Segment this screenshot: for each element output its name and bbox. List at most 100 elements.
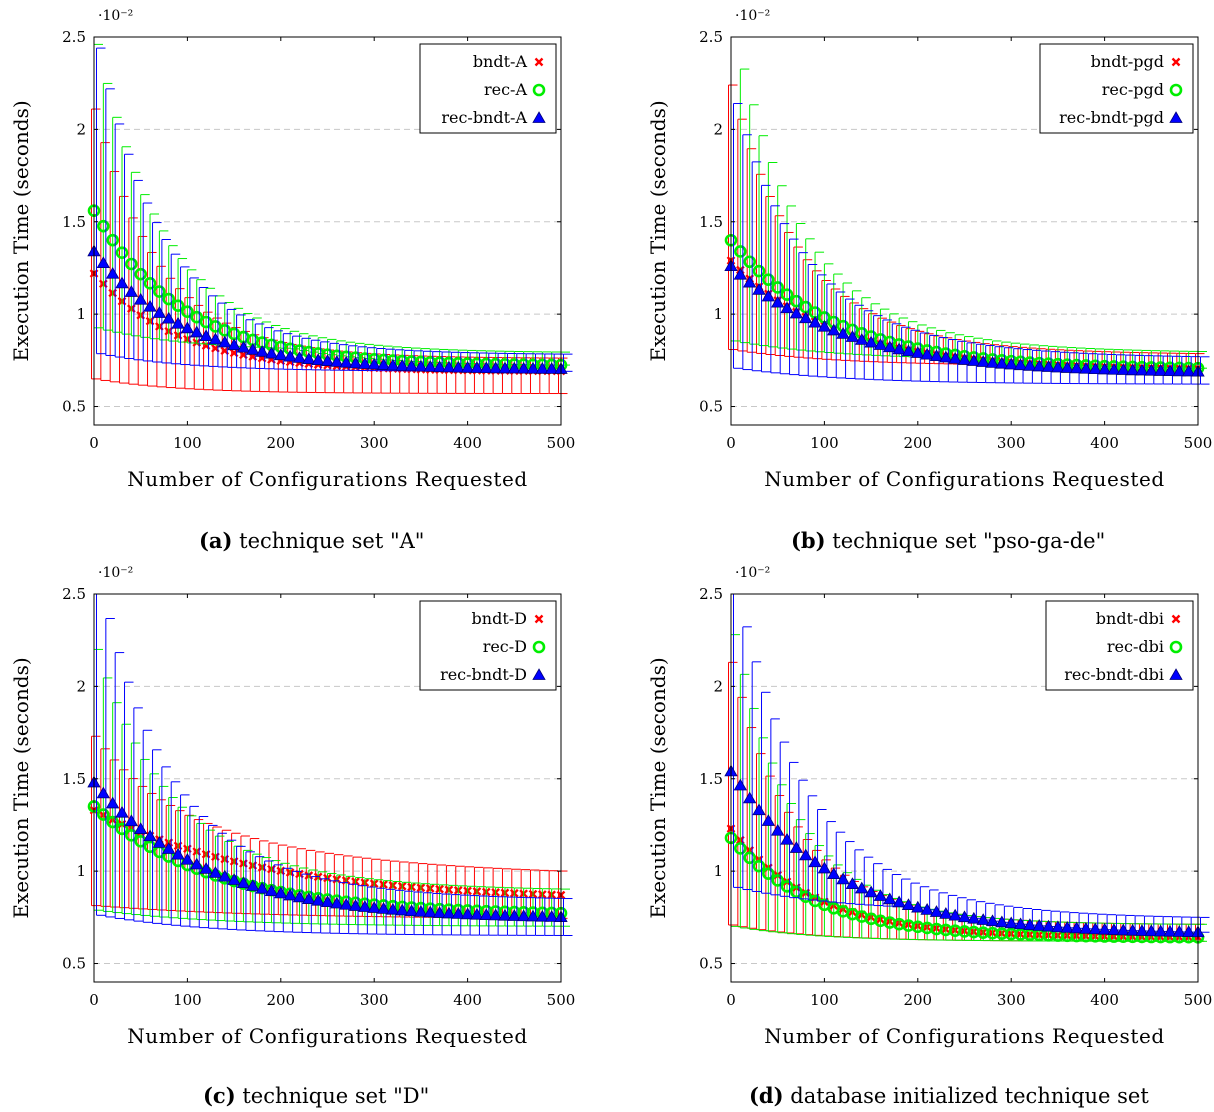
data-point-triangle: [1088, 362, 1102, 375]
data-point-triangle: [1135, 924, 1149, 936]
legend-box: [1039, 43, 1194, 134]
data-point-triangle: [162, 842, 176, 854]
data-point-circle: [171, 299, 185, 312]
data-point-triangle: [507, 909, 521, 921]
data-point-triangle: [218, 335, 232, 348]
data-point-triangle: [1069, 921, 1084, 934]
data-point-triangle: [348, 356, 363, 369]
data-point-circle: [134, 267, 147, 281]
data-point-triangle: [948, 908, 962, 921]
x-tick-label: 300: [997, 434, 1026, 452]
legend-marker-x: [534, 614, 544, 624]
data-point-triangle: [855, 881, 869, 894]
data-point-triangle: [264, 884, 279, 897]
caption-b: (b) technique set "pso-ga-de": [791, 528, 1106, 553]
data-point-circle: [752, 859, 766, 873]
x-axis-label: Number of Configurations Requested: [764, 467, 1165, 491]
legend-label: rec-bndt-A: [441, 108, 527, 127]
x-tick-label: 100: [173, 434, 202, 452]
legend-label: rec-dbi: [1107, 637, 1164, 656]
data-point-triangle: [516, 361, 531, 374]
legend-marker-triangle: [1169, 668, 1183, 680]
x-tick-label: 0: [726, 434, 736, 452]
data-point-triangle: [827, 867, 841, 880]
data-point-circle: [743, 255, 756, 269]
data-point-triangle: [1079, 922, 1093, 934]
x-tick-label: 500: [1184, 434, 1213, 452]
data-point-triangle: [948, 351, 962, 364]
y-axis-label: Execution Time (seconds): [646, 657, 670, 918]
data-point-triangle: [432, 906, 447, 918]
data-point-circle: [125, 257, 138, 271]
data-point-triangle: [320, 354, 335, 366]
data-point-triangle: [1060, 361, 1074, 373]
data-point-triangle: [414, 904, 428, 917]
data-point-triangle: [302, 892, 316, 904]
data-point-triangle: [1144, 924, 1158, 937]
x-tick-label: 400: [1090, 434, 1119, 452]
plot-frame: [730, 36, 1199, 426]
legend-label: rec-bndt-D: [440, 665, 527, 684]
data-point-triangle: [460, 907, 475, 920]
data-point-triangle: [414, 359, 428, 372]
data-point-triangle: [1051, 920, 1065, 933]
data-point-triangle: [171, 316, 185, 329]
data-point-triangle: [1163, 924, 1177, 937]
data-point-circle: [97, 219, 110, 233]
legend-marker-x: [534, 57, 544, 67]
data-point-circle: [106, 233, 119, 247]
data-point-triangle: [1097, 922, 1112, 935]
data-point-triangle: [1051, 360, 1065, 373]
data-point-triangle: [171, 847, 185, 860]
legend-label: rec-D: [483, 637, 527, 656]
data-point-triangle: [985, 356, 1000, 368]
legend-marker-circle: [1169, 83, 1183, 97]
legend-marker-triangle: [532, 668, 546, 680]
data-point-triangle: [892, 895, 906, 908]
data-point-triangle: [1004, 357, 1018, 370]
data-point-triangle: [1107, 362, 1121, 375]
data-point-triangle: [190, 325, 204, 338]
data-point-triangle: [995, 915, 1009, 928]
data-point-triangle: [864, 885, 878, 898]
data-point-triangle: [1060, 920, 1074, 933]
data-point-triangle: [1079, 361, 1093, 374]
data-point-triangle: [376, 358, 391, 370]
y-axis-label: Execution Time (seconds): [646, 100, 670, 361]
data-point-circle: [743, 851, 756, 865]
data-point-triangle: [292, 890, 307, 903]
x-axis-label: Number of Configurations Requested: [764, 1024, 1165, 1048]
data-point-circle: [780, 288, 794, 301]
data-point-circle: [734, 842, 747, 855]
data-point-triangle: [423, 360, 437, 372]
legend: bndt-pgd rec-pgd rec-bndt-pgd: [1039, 43, 1194, 134]
data-point-triangle: [957, 353, 972, 365]
data-point-triangle: [386, 902, 400, 915]
data-point-triangle: [1032, 359, 1046, 372]
data-point-triangle: [311, 353, 325, 366]
y-tick-label: 2.5: [62, 28, 86, 46]
legend-box: [1045, 600, 1194, 691]
x-tick-label: 300: [997, 991, 1026, 1009]
data-point-triangle: [761, 814, 776, 826]
data-point-triangle: [733, 778, 748, 791]
y-tick-label: 2: [76, 120, 86, 138]
data-point-triangle: [367, 901, 381, 913]
data-point-triangle: [883, 340, 897, 353]
data-point-triangle: [404, 359, 419, 372]
data-point-triangle: [976, 355, 990, 367]
data-point-triangle: [1041, 360, 1056, 372]
data-point-triangle: [302, 352, 316, 364]
data-point-triangle: [143, 829, 157, 842]
y-tick-label: 2.5: [62, 585, 86, 603]
data-point-triangle: [105, 266, 120, 279]
legend-marker-triangle: [1169, 111, 1183, 123]
data-point-triangle: [208, 332, 223, 345]
data-point-triangle: [1107, 923, 1121, 935]
y-tick-label: 1.5: [699, 770, 723, 788]
x-tick-label: 400: [453, 434, 482, 452]
data-point-triangle: [199, 329, 213, 342]
data-point-triangle: [873, 889, 888, 901]
data-point-triangle: [1041, 919, 1056, 932]
data-point-triangle: [864, 335, 878, 348]
